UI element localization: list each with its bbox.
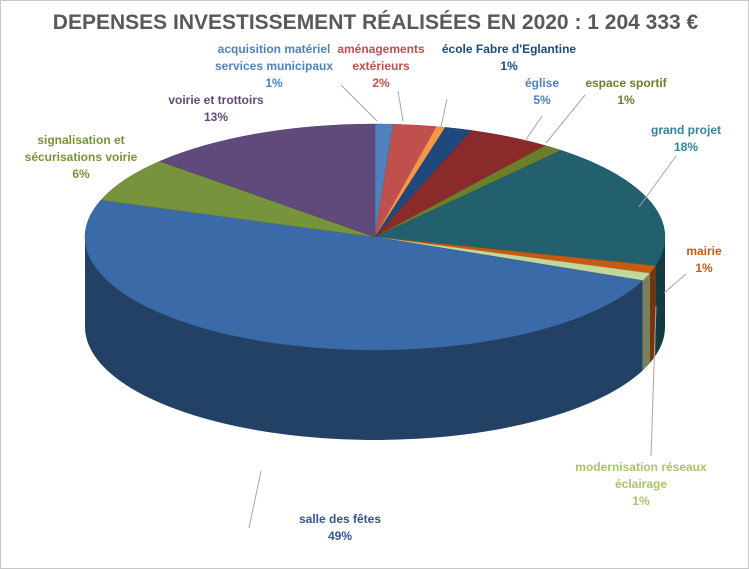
data-label-0: acquisition matériel services municipaux 1… — [215, 42, 333, 90]
pie-slice-9 — [84, 199, 644, 351]
data-label-7: mairie 1% — [686, 244, 722, 275]
data-label-11: voirie et trottoirs 13% — [168, 93, 264, 124]
chart-title: DEPENSES INVESTISSEMENT RÉALISÉES EN 202… — [52, 11, 699, 34]
leader-line-5 — [545, 94, 586, 144]
data-label-5: espace sportif 1% — [585, 76, 667, 107]
data-label-2: école Fabre d'Eglantine 1% — [442, 42, 577, 73]
data-label-1: aménagements extérieurs 2% — [337, 42, 425, 90]
pie-slice-11 — [159, 123, 376, 238]
pie-top — [84, 123, 666, 351]
pie-slice-6 — [374, 150, 666, 267]
data-label-9: salle des fêtes 49% — [299, 512, 381, 543]
leader-line-8 — [650, 305, 657, 457]
data-label-6: grand projet 18% — [651, 123, 721, 154]
leader-line-1 — [397, 90, 404, 122]
leader-line-7 — [663, 273, 687, 294]
leader-line-6 — [638, 155, 677, 208]
leader-line-2 — [440, 98, 448, 128]
pie-side-9 — [85, 237, 643, 440]
pie-side-8 — [642, 273, 650, 371]
pie-side-6 — [655, 237, 665, 356]
leader-line-0 — [340, 84, 378, 122]
data-label-10: signalisation et sécurisations voirie 6% — [25, 133, 138, 181]
pie-side-7 — [649, 265, 656, 364]
leader-line-4 — [524, 115, 543, 142]
leader-line-9 — [248, 470, 262, 529]
data-label-8: modernisation réseaux éclairage 1% — [575, 460, 707, 508]
pie-slice-10 — [100, 160, 376, 238]
data-labels: acquisition matériel services municipaux 1… — [25, 42, 722, 543]
data-label-4: église 5% — [525, 76, 559, 107]
pie-sides — [85, 237, 665, 440]
